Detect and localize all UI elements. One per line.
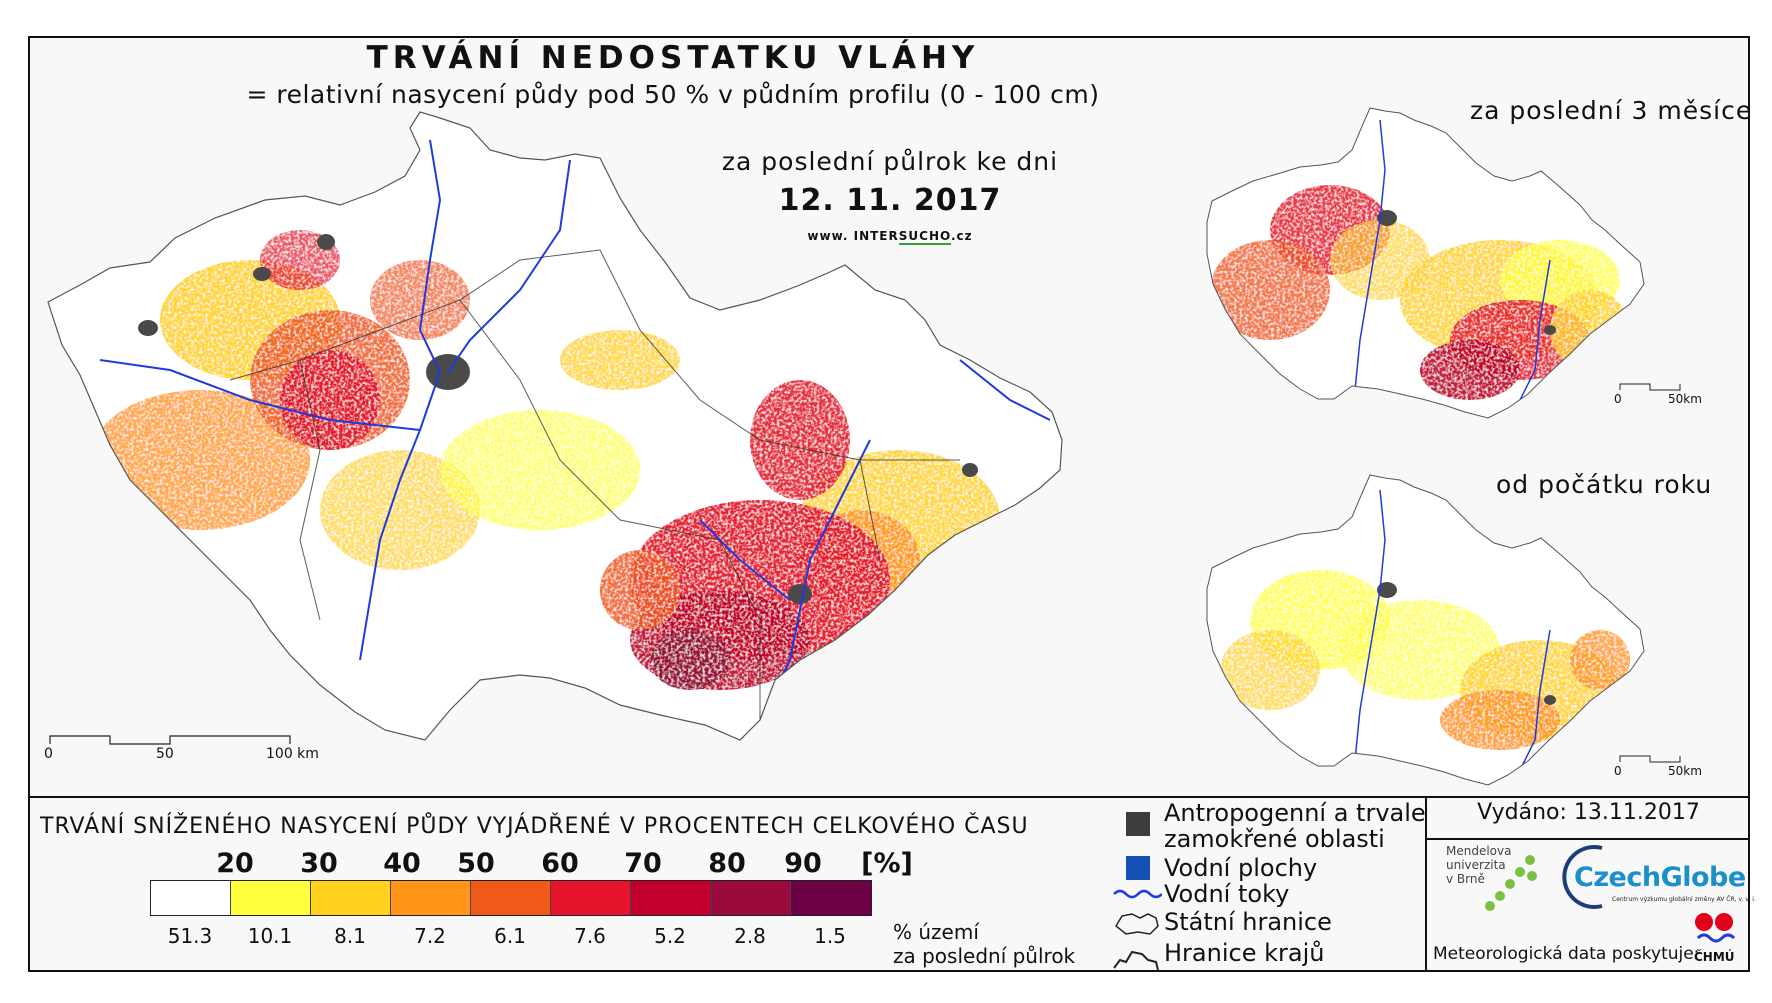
legend-swatch xyxy=(151,881,231,915)
regional-border-symbol xyxy=(1113,950,1159,971)
percent-area-label: % území za poslední půlrok xyxy=(893,920,1075,968)
water-bodies-swatch xyxy=(1126,856,1150,880)
anthropogenic-swatch xyxy=(1126,812,1150,836)
mini-2-scale-bar xyxy=(1619,755,1681,763)
legend-color-bar xyxy=(150,880,872,916)
legend-tick: [%] xyxy=(861,848,913,879)
legend-percentage: 6.1 xyxy=(494,924,526,948)
mendel-dots-icon xyxy=(1485,855,1537,911)
mini-2-scale-zero: 0 xyxy=(1614,764,1622,778)
website-suffix: .cz xyxy=(950,229,973,243)
legend-percentage: 2.8 xyxy=(734,924,766,948)
legend-swatch xyxy=(791,881,871,915)
rivers-label: Vodní toky xyxy=(1164,880,1290,908)
percent-area-line1: % území xyxy=(893,920,979,944)
state-border-label: Státní hranice xyxy=(1164,908,1332,936)
main-map-border xyxy=(47,111,1063,741)
legend-swatch xyxy=(391,881,471,915)
issued-date: Vydáno: 13.11.2017 xyxy=(1477,800,1700,825)
legend-percentage: 1.5 xyxy=(814,924,846,948)
legend-swatch xyxy=(631,881,711,915)
state-border-symbol xyxy=(1115,913,1159,935)
mini-1-scale-zero: 0 xyxy=(1614,392,1622,406)
mini-map-year-raster xyxy=(1207,475,1644,785)
meteo-data-credit: Meteorologická data poskytuje: xyxy=(1433,944,1700,964)
legend-percentage: 7.6 xyxy=(574,924,606,948)
website-mark: SUCHO xyxy=(898,229,951,245)
mini-1-scale-bar xyxy=(1619,383,1681,391)
map-date: 12. 11. 2017 xyxy=(778,183,1002,218)
legend-swatch xyxy=(311,881,391,915)
legend-tick: 70 xyxy=(624,848,662,879)
mini-map-3-months-label: za poslední 3 měsíce xyxy=(1470,96,1753,125)
main-map-raster xyxy=(48,112,1062,740)
legend-swatch xyxy=(471,881,551,915)
legend-swatch xyxy=(711,881,791,915)
river-symbol xyxy=(1113,889,1162,899)
legend-separator xyxy=(28,796,1750,798)
legend-percentage: 8.1 xyxy=(334,924,366,948)
anthropogenic-label: Antropogenní a trvale zamokřené oblasti xyxy=(1164,799,1426,853)
legend-tick: 40 xyxy=(383,848,421,879)
website-link[interactable]: www. INTERSUCHO.cz xyxy=(660,229,1120,245)
map-title: TRVÁNÍ NEDOSTATKU VLÁHY xyxy=(366,40,980,76)
legend-tick: 30 xyxy=(300,848,338,879)
chmu-label: ČHMÚ xyxy=(1694,950,1735,964)
mini-map-year-border xyxy=(1206,474,1645,786)
legend-percentage: 10.1 xyxy=(247,924,293,948)
czechglobe-subtitle: Centrum výzkumu globální změny AV ČR, v.… xyxy=(1612,896,1756,903)
regional-border-label: Hranice krajů xyxy=(1164,939,1325,967)
issued-separator xyxy=(1425,838,1750,840)
mendel-university-logo: Mendelova univerzita v Brně xyxy=(1446,844,1512,886)
map-subtitle: = relativní nasycení půdy pod 50 % v půd… xyxy=(246,80,1100,109)
legend-tick: 50 xyxy=(457,848,495,879)
mini-map-3-months-raster xyxy=(1207,108,1644,418)
czechglobe-arc-icon xyxy=(1562,845,1603,909)
percent-area-line2: za poslední půlrok xyxy=(893,944,1076,968)
mini-2-scale-end: 50km xyxy=(1668,764,1702,778)
legend-title: TRVÁNÍ SNÍŽENÉHO NASYCENÍ PŮDY VYJÁDŘENÉ… xyxy=(40,814,1029,839)
czechglobe-logo: CzechGlobe xyxy=(1574,862,1746,893)
main-scale-zero: 0 xyxy=(44,746,53,762)
mini-map-year-label: od počátku roku xyxy=(1496,470,1713,499)
main-scale-fifty: 50 xyxy=(156,746,174,762)
legend-swatch xyxy=(231,881,311,915)
main-scale-bar xyxy=(49,735,291,745)
legend-percentage: 5.2 xyxy=(654,924,686,948)
legend-tick: 60 xyxy=(541,848,579,879)
main-scale-hundred: 100 km xyxy=(266,746,319,762)
legend-percentage: 51.3 xyxy=(167,924,213,948)
water-bodies-label: Vodní plochy xyxy=(1164,854,1318,882)
period-label: za poslední půlrok ke dni xyxy=(721,147,1059,176)
legend-tick: 80 xyxy=(708,848,746,879)
key-line-symbols xyxy=(1113,889,1162,971)
mini-1-scale-end: 50km xyxy=(1668,392,1702,406)
credits-separator xyxy=(1425,796,1427,972)
website-prefix: www. INTER xyxy=(807,229,899,243)
mini-map-3-months-border xyxy=(1206,107,1645,419)
legend-percentage: 7.2 xyxy=(414,924,446,948)
legend-swatch xyxy=(551,881,631,915)
legend-tick: 20 xyxy=(216,848,254,879)
chmu-logo-icon xyxy=(1695,913,1736,943)
legend-tick: 90 xyxy=(784,848,822,879)
